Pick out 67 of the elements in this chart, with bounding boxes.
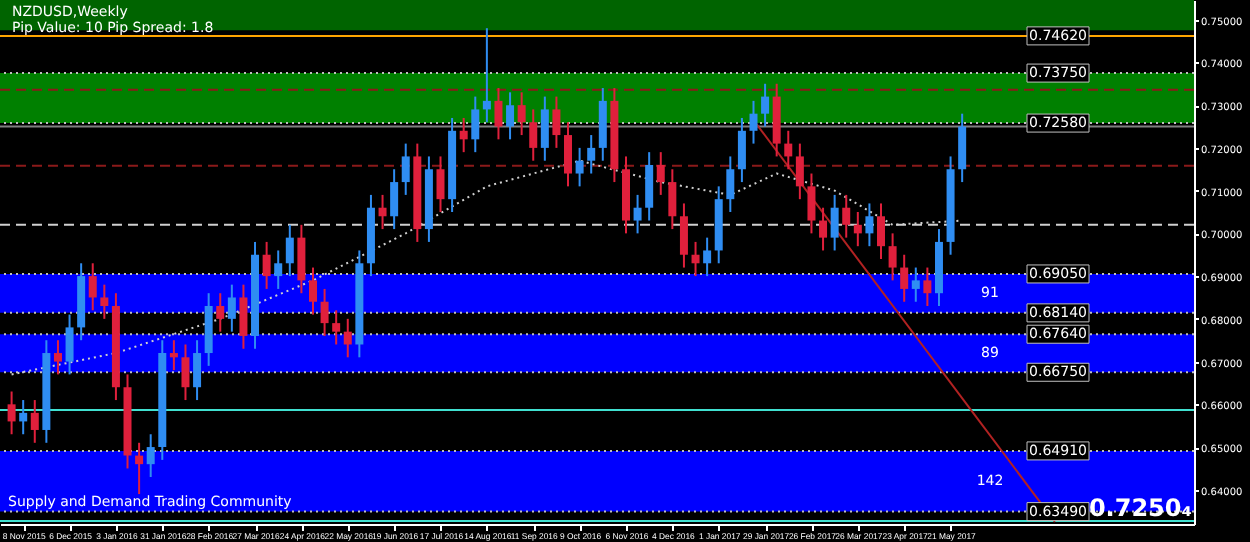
candlestick: [668, 168, 677, 231]
candlestick: [656, 151, 665, 196]
candlestick: [958, 112, 967, 184]
candlestick: [53, 339, 62, 376]
candlestick: [830, 193, 839, 252]
candlestick: [911, 266, 920, 303]
candlestick: [552, 95, 561, 149]
candlestick: [100, 283, 109, 320]
candlestick: [204, 292, 213, 367]
candlestick: [19, 399, 28, 436]
candlestick: [923, 266, 932, 308]
candlestick: [529, 108, 538, 162]
candlestick: [703, 236, 712, 278]
candlestick: [320, 287, 329, 337]
candlestick: [274, 249, 283, 290]
candlestick: [540, 95, 549, 162]
candlestick: [88, 262, 97, 312]
candlestick: [308, 266, 317, 316]
candlestick: [401, 142, 410, 196]
candlestick: [877, 202, 886, 261]
candlestick: [865, 202, 874, 248]
candlestick: [807, 172, 816, 235]
candlestick: [494, 87, 503, 141]
candlestick: [645, 151, 654, 222]
candlestick: [900, 253, 909, 303]
candlestick: [761, 82, 770, 128]
candlestick: [227, 283, 236, 333]
candlestick: [679, 202, 688, 269]
candlestick: [436, 155, 445, 213]
candlestick: [30, 399, 39, 444]
candlestick: [135, 441, 144, 496]
candlestick: [842, 193, 851, 239]
candlestick: [819, 206, 828, 252]
candlestick: [343, 317, 352, 359]
candlestick: [482, 27, 491, 124]
candlestick: [772, 82, 781, 158]
candlestick: [691, 240, 700, 278]
candlestick: [297, 223, 306, 295]
candlestick: [239, 283, 248, 350]
candlestick: [598, 87, 607, 162]
candlestick: [65, 313, 74, 376]
candlestick: [888, 232, 897, 282]
candlestick: [7, 390, 16, 436]
candlestick: [853, 210, 862, 248]
candlestick: [737, 116, 746, 184]
candlestick: [193, 339, 202, 402]
candlestick: [726, 155, 735, 213]
candlestick: [169, 339, 178, 372]
candlestick: [378, 193, 387, 231]
candlestick: [633, 193, 642, 235]
candlestick: [332, 309, 341, 346]
candlestick: [146, 433, 155, 478]
candlestick: [285, 223, 294, 278]
candlestick: [471, 95, 480, 154]
candlestick: [564, 121, 573, 188]
candlestick: [390, 168, 399, 231]
candlestick: [749, 99, 758, 145]
candlestick: [459, 116, 468, 154]
candlestick: [506, 91, 515, 141]
candlestick: [587, 134, 596, 175]
candlestick: [784, 129, 793, 171]
candlestick: [795, 142, 804, 201]
candlestick: [517, 91, 526, 137]
candlestick: [575, 146, 584, 188]
candlestick: [181, 343, 190, 402]
candlestick: [262, 240, 271, 290]
candlestick: [216, 292, 225, 333]
